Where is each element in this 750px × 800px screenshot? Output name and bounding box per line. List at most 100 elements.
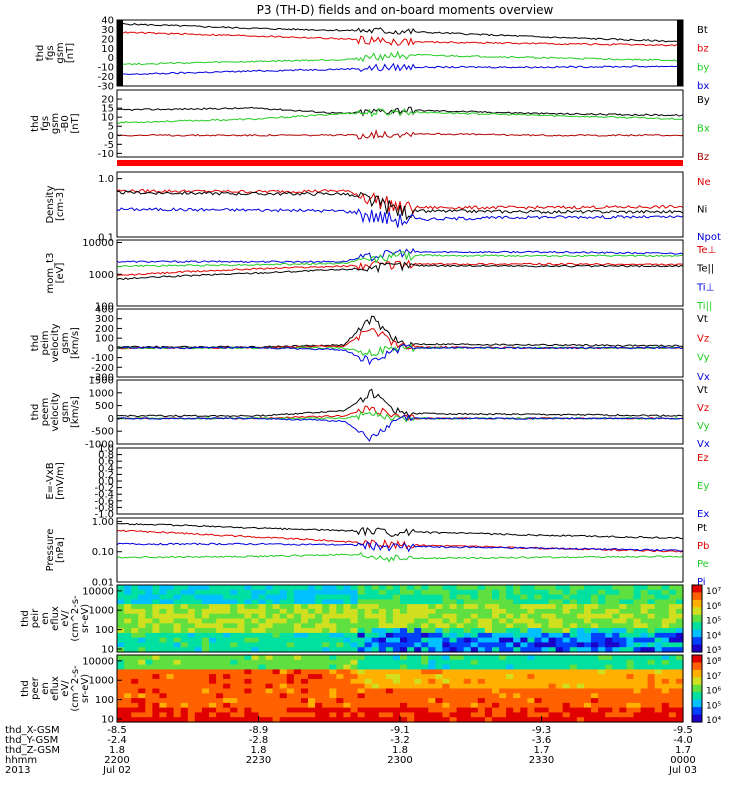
spectrogram-cell: [492, 604, 500, 610]
spectrogram-cell: [152, 683, 161, 690]
ephemeris-row-label: 2013: [5, 765, 30, 776]
legend-label: Pe: [697, 559, 709, 570]
spectrogram-cell: [534, 589, 543, 596]
spectrogram-cell: [661, 608, 670, 615]
spectrogram-cell: [661, 655, 670, 661]
spectrogram-cell: [555, 618, 564, 624]
spectrogram-cell: [209, 664, 217, 670]
spectrogram-cell: [569, 688, 578, 694]
y-tick-label: 1000: [89, 270, 114, 281]
spectrogram-cell: [216, 589, 224, 596]
spectrogram-cell: [251, 632, 260, 639]
spectrogram-cell: [357, 599, 366, 605]
spectrogram-cell: [591, 594, 599, 600]
spectrogram-cell: [258, 659, 267, 666]
spectrogram-cell: [371, 589, 380, 596]
spectrogram-cell: [336, 678, 344, 685]
spectrogram-cell: [329, 642, 337, 648]
spectrogram-cell: [640, 674, 649, 680]
spectrogram-cell: [131, 702, 139, 709]
spectrogram-cell: [145, 628, 153, 634]
spectrogram-cell: [315, 604, 323, 610]
spectrogram-cell: [520, 632, 528, 639]
spectrogram-cell: [301, 688, 309, 694]
spectrogram-cell: [138, 632, 146, 639]
spectrogram-cell: [407, 599, 415, 605]
spectrogram-cell: [138, 655, 146, 661]
spectrogram-cell: [640, 683, 649, 690]
spectrogram-cell: [301, 585, 309, 591]
spectrogram-cell: [555, 674, 564, 680]
spectrogram-cell: [605, 647, 613, 653]
spectrogram-cell: [131, 628, 139, 634]
spectrogram-cell: [598, 674, 606, 680]
spectrogram-cell: [343, 688, 352, 694]
spectrogram-cell: [428, 659, 436, 666]
y-tick-label: 20: [101, 34, 114, 45]
spectrogram-cell: [343, 585, 352, 591]
spectrogram-cell: [668, 589, 677, 596]
spectrogram-cell: [661, 642, 670, 648]
spectrogram-cell: [201, 664, 210, 670]
spectrogram-cell: [562, 688, 571, 694]
spectrogram-cell: [237, 707, 245, 713]
spectrogram-cell: [654, 604, 663, 610]
spectrogram-cell: [251, 594, 260, 600]
spectrogram-cell: [145, 599, 153, 605]
spectrogram-cell: [322, 642, 330, 648]
spectrogram-cell: [569, 683, 578, 690]
spectrogram-cell: [166, 698, 175, 704]
spectrogram-cell: [145, 717, 153, 723]
spectrogram-cell: [166, 688, 175, 694]
spectrogram-cell: [322, 702, 330, 709]
spectrogram-cell: [173, 683, 182, 690]
spectrogram-cell: [562, 717, 571, 723]
spectrogram-cell: [421, 712, 429, 718]
panel-frame: [116, 89, 684, 158]
spectrogram-cell: [293, 693, 302, 699]
spectrogram-cell: [244, 664, 253, 670]
spectrogram-cell: [548, 623, 557, 629]
spectrogram-cell: [633, 618, 642, 624]
spectrogram-cell: [357, 642, 366, 648]
spectrogram-cell: [265, 637, 274, 643]
spectrogram-cell: [520, 712, 528, 718]
spectrogram-cell: [513, 604, 521, 610]
spectrogram-cell: [435, 659, 444, 666]
spectrogram-cell: [456, 642, 465, 648]
spectrogram-cell: [322, 707, 330, 713]
spectrogram-cell: [272, 669, 281, 675]
spectrogram-cell: [661, 637, 670, 643]
spectrogram-cell: [378, 618, 387, 624]
spectrogram-cell: [293, 623, 302, 629]
spectrogram-cell: [605, 637, 613, 643]
spectrogram-cell: [159, 688, 168, 694]
spectrogram-cell: [350, 599, 359, 605]
spectrogram-cell: [591, 664, 599, 670]
spectrogram-cell: [527, 707, 536, 713]
spectrogram-cell: [435, 642, 444, 648]
spectrogram-cell: [216, 683, 224, 690]
spectrogram-cell: [605, 594, 613, 600]
spectrogram-cell: [569, 698, 578, 704]
y-tick-label: -0.8: [94, 503, 114, 514]
spectrogram-cell: [371, 674, 380, 680]
spectrogram-cell: [258, 642, 267, 648]
spectrogram-cell: [414, 678, 422, 685]
spectrogram-cell: [117, 608, 125, 615]
spectrogram-cell: [145, 623, 153, 629]
spectrogram-cell: [612, 628, 620, 634]
spectrogram-cell: [230, 637, 238, 643]
spectrogram-cell: [470, 632, 479, 639]
spectrogram-cell: [117, 683, 125, 690]
spectrogram-cell: [541, 678, 550, 685]
spectrogram-cell: [513, 698, 521, 704]
spectrogram-cell: [244, 698, 253, 704]
ephemeris-value: -9.3: [532, 725, 552, 736]
spectrogram-cell: [492, 618, 500, 624]
spectrogram-cell: [463, 628, 472, 634]
spectrogram-cell: [308, 637, 316, 643]
spectrogram-cell: [166, 678, 175, 685]
spectrogram-cell: [308, 717, 316, 723]
